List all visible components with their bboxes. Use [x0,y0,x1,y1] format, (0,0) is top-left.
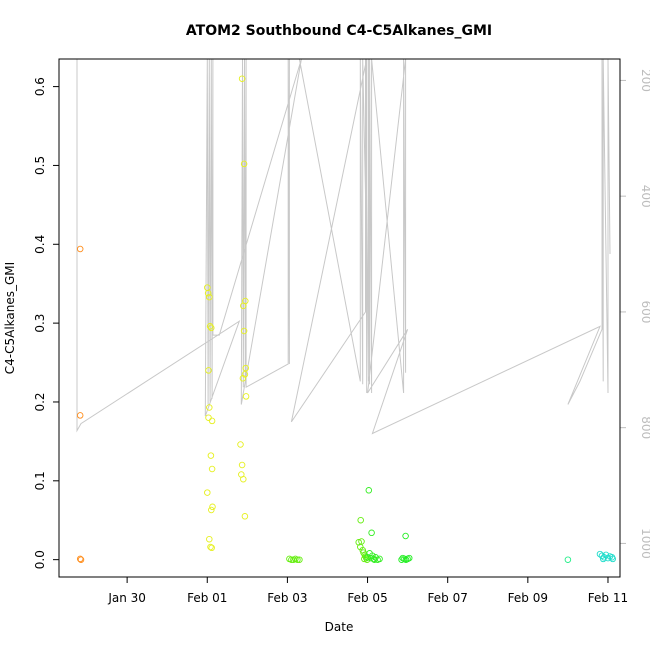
y-tick-label: 0.4 [33,235,47,254]
data-point [564,556,572,563]
right-axis: 200 400 600 800 1000 [620,69,650,559]
data-point [367,554,375,562]
data-point [239,375,247,382]
x-tick-label: Feb 01 [187,591,227,605]
y-tick-label: 0.6 [33,77,47,96]
data-point [238,461,246,469]
right-tick-label: 800 [639,416,650,439]
y-tick-label: 0.2 [33,392,47,411]
data-point [365,487,373,494]
data-point [240,475,247,483]
data-point [207,543,214,551]
data-point [206,404,213,411]
data-point [204,489,211,496]
data-point [206,323,214,330]
right-tick-label: 600 [639,300,650,323]
data-point [204,289,212,297]
data-point [208,465,216,473]
data-point [598,552,606,559]
data-point [294,556,301,563]
data-point [206,535,213,543]
points-layer [76,75,617,563]
data-point [240,327,248,335]
data-point [596,550,604,558]
data-point [237,441,244,448]
data-point [206,293,213,301]
data-point [240,302,247,310]
x-tick-label: Jan 30 [107,591,146,605]
data-point [357,516,364,524]
y-tick-label: 0.5 [33,156,47,175]
x-tick-label: Feb 11 [588,591,628,605]
x-axis-label: Date [325,620,354,634]
data-point [241,513,249,520]
data-point [238,75,246,82]
data-point [604,554,612,562]
x-tick-label: Feb 09 [508,591,548,605]
x-tick-label: Feb 05 [347,591,387,605]
x-axis: Jan 30 Feb 01 Feb 03 Feb 05 Feb 07 Feb 09 Feb … [107,577,628,605]
x-tick-label: Feb 07 [428,591,468,605]
data-point [296,556,303,563]
data-point [599,555,607,563]
data-point [242,393,250,400]
data-point [361,555,368,563]
data-point [208,324,215,332]
data-point [609,555,617,563]
data-point [364,554,371,561]
data-point [205,367,212,374]
data-point [405,554,413,562]
y-tick-label: 0.1 [33,471,47,490]
y-axis: 0.0 0.1 0.2 0.3 0.4 0.5 0.6 [33,77,59,569]
data-point [76,555,84,563]
y-axis-label: C4-C5Alkanes_GMI [3,262,17,374]
data-point [77,556,85,563]
y-tick-label: 0.0 [33,550,47,569]
data-point [398,556,405,563]
data-point [76,245,84,253]
data-point [208,417,216,425]
data-point [205,414,212,421]
right-tick-label: 1000 [639,528,650,559]
data-point [208,544,215,552]
x-tick-label: Feb 03 [267,591,307,605]
data-point [208,506,215,514]
data-point [209,503,216,511]
data-point [241,371,249,378]
data-point [363,556,371,563]
chart-title: ATOM2 Southbound C4-C5Alkanes_GMI [186,23,492,39]
right-tick-label: 400 [639,185,650,208]
data-point [207,452,215,459]
data-point [402,532,409,540]
plot-frame [58,58,621,578]
right-tick-label: 200 [639,69,650,92]
data-point [76,412,84,419]
y-tick-label: 0.3 [33,314,47,333]
data-point [368,529,375,537]
data-point [355,539,362,546]
data-point [240,160,248,168]
data-point [242,364,249,372]
data-point [371,556,378,563]
